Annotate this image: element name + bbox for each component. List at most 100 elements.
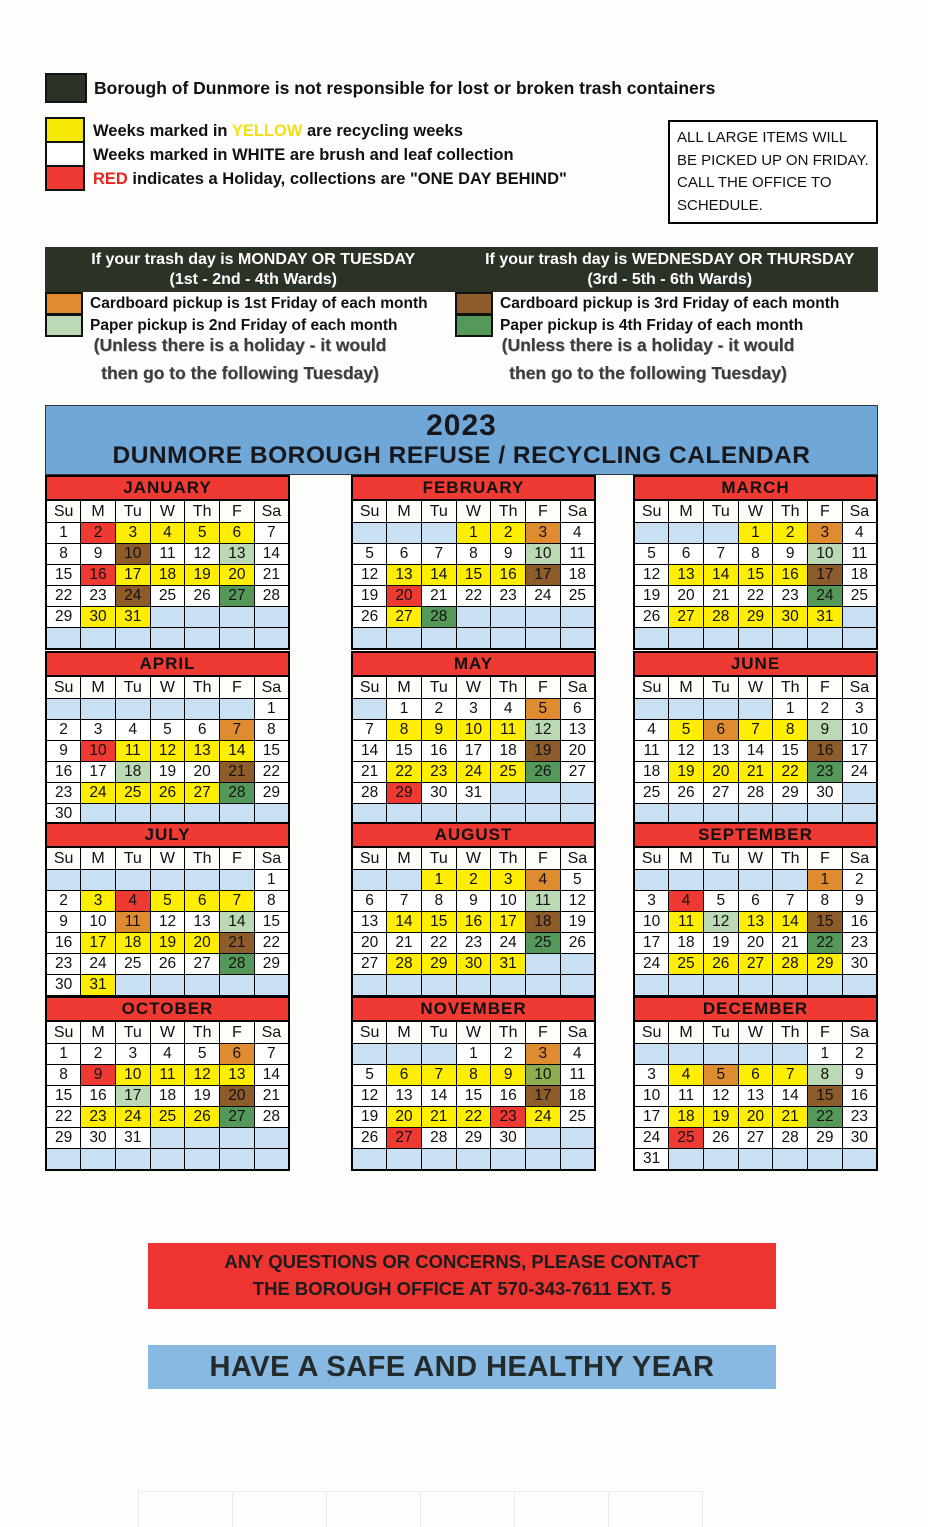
month-december: DECEMBER Su M Tu W Th F Sa 1 2 3 4 5 6 7 8 9 10 11 12 13 14 15… bbox=[633, 996, 878, 1171]
empty-cell bbox=[80, 627, 116, 650]
empty-cell bbox=[184, 869, 221, 891]
day-cell: 25 bbox=[668, 1127, 704, 1149]
empty-cell bbox=[559, 1148, 596, 1171]
weekday-cell: Tu bbox=[114, 499, 151, 523]
day-cell: 1 bbox=[455, 522, 492, 544]
day-cell: 22 bbox=[772, 761, 809, 783]
weekday-cell: Sa bbox=[841, 499, 878, 523]
scan-artifact-lines bbox=[138, 1491, 704, 1527]
month-june: JUNE Su M Tu W Th F Sa 1 2 3 4 5 6 7 8 9 10 11 12 13 14 15 16 17… bbox=[633, 651, 878, 826]
week-row: 28 29 30 31 bbox=[351, 782, 596, 804]
day-cell: 15 bbox=[45, 564, 82, 586]
day-cell: 16 bbox=[455, 911, 492, 933]
week-row: 23 24 25 26 27 28 29 bbox=[45, 953, 290, 975]
day-cell: 1 bbox=[807, 869, 843, 891]
day-cell: 12 bbox=[351, 564, 388, 586]
weekday-cell: Tu bbox=[420, 846, 457, 870]
day-cell: 28 bbox=[772, 1127, 809, 1149]
day-cell: 6 bbox=[386, 543, 422, 565]
monday-tuesday-header: If your trash day is MONDAY OR TUESDAY (… bbox=[45, 247, 462, 292]
day-cell: 27 bbox=[702, 782, 739, 804]
empty-cell bbox=[772, 974, 809, 997]
day-cell: 23 bbox=[45, 782, 82, 804]
day-cell: 4 bbox=[149, 1043, 186, 1065]
day-cell: 5 bbox=[351, 543, 388, 565]
week-row: 7 8 9 10 11 12 13 bbox=[351, 719, 596, 741]
day-cell: 27 bbox=[737, 953, 774, 975]
day-cell: 3 bbox=[841, 698, 878, 720]
empty-cell bbox=[149, 606, 186, 628]
day-cell: 1 bbox=[420, 869, 457, 891]
day-cell: 18 bbox=[841, 564, 878, 586]
day-cell: 9 bbox=[420, 719, 457, 741]
empty-cell bbox=[737, 869, 774, 891]
week-row: 12 13 14 15 16 17 18 bbox=[351, 564, 596, 586]
day-cell: 25 bbox=[114, 782, 151, 804]
day-cell: 11 bbox=[525, 890, 561, 912]
day-cell: 9 bbox=[490, 543, 527, 565]
day-cell: 15 bbox=[253, 740, 290, 762]
empty-cell bbox=[668, 1148, 704, 1171]
day-cell: 15 bbox=[420, 911, 457, 933]
day-cell: 5 bbox=[525, 698, 561, 720]
day-cell: 30 bbox=[841, 1127, 878, 1149]
day-cell: 20 bbox=[737, 1106, 774, 1128]
day-cell: 12 bbox=[525, 719, 561, 741]
day-cell: 30 bbox=[45, 803, 82, 826]
day-cell: 3 bbox=[633, 1064, 670, 1086]
wed-thu-line2: (3rd - 5th - 6th Wards) bbox=[587, 270, 753, 288]
day-cell: 27 bbox=[737, 1127, 774, 1149]
empty-cell bbox=[490, 803, 527, 826]
day-cell: 19 bbox=[149, 761, 186, 783]
day-cell: 10 bbox=[80, 740, 116, 762]
day-cell: 12 bbox=[702, 911, 739, 933]
weekday-cell: Su bbox=[45, 846, 82, 870]
day-cell: 9 bbox=[45, 911, 82, 933]
day-cell: 17 bbox=[633, 1106, 670, 1128]
day-cell: 29 bbox=[420, 953, 457, 975]
empty-cell bbox=[219, 974, 255, 997]
day-cell: 8 bbox=[455, 1064, 492, 1086]
day-cell: 20 bbox=[184, 761, 221, 783]
month-march: MARCH Su M Tu W Th F Sa 1 2 3 4 5 6 7 8 9 10 11 12 13 14 15 16 1… bbox=[633, 475, 878, 650]
paper-text-left: Paper pickup is 2nd Friday of each month bbox=[90, 317, 398, 334]
day-cell: 25 bbox=[841, 585, 878, 607]
weekday-cell: Sa bbox=[253, 1020, 290, 1044]
day-cell: 13 bbox=[737, 1085, 774, 1107]
day-cell: 5 bbox=[702, 890, 739, 912]
day-cell: 4 bbox=[149, 522, 186, 544]
day-cell: 25 bbox=[559, 585, 596, 607]
day-cell: 29 bbox=[253, 953, 290, 975]
weekday-cell: F bbox=[219, 675, 255, 699]
empty-cell bbox=[219, 698, 255, 720]
empty-cell bbox=[386, 1043, 422, 1065]
legend-yellow-word: YELLOW bbox=[231, 121, 303, 140]
week-row: 25 26 27 28 29 30 bbox=[633, 782, 878, 804]
day-cell: 2 bbox=[80, 1043, 116, 1065]
legend-red-post: indicates a Holiday, collections are "ON… bbox=[127, 169, 567, 188]
day-cell: 18 bbox=[668, 1106, 704, 1128]
red-swatch bbox=[45, 165, 85, 191]
day-cell: 26 bbox=[149, 782, 186, 804]
empty-cell bbox=[633, 1043, 670, 1065]
empty-cell bbox=[807, 1148, 843, 1171]
week-row: 5 6 7 8 9 10 11 bbox=[351, 1064, 596, 1086]
weekday-cell: Sa bbox=[841, 846, 878, 870]
day-cell: 2 bbox=[80, 522, 116, 544]
weekday-cell: Th bbox=[772, 1020, 809, 1044]
day-cell: 13 bbox=[668, 564, 704, 586]
weekday-cell: M bbox=[386, 846, 422, 870]
empty-cell bbox=[80, 803, 116, 826]
day-cell: 19 bbox=[184, 1085, 221, 1107]
day-cell: 5 bbox=[184, 522, 221, 544]
weekday-cell: Tu bbox=[420, 675, 457, 699]
day-cell: 21 bbox=[351, 761, 388, 783]
weekday-cell: M bbox=[80, 846, 116, 870]
yellow-swatch bbox=[45, 117, 85, 143]
weekday-cell: W bbox=[149, 675, 186, 699]
day-cell: 18 bbox=[114, 761, 151, 783]
empty-cell bbox=[386, 627, 422, 650]
week-row: 29 30 31 bbox=[45, 1127, 290, 1149]
weekday-row: Su M Tu W Th F Sa bbox=[45, 846, 290, 870]
